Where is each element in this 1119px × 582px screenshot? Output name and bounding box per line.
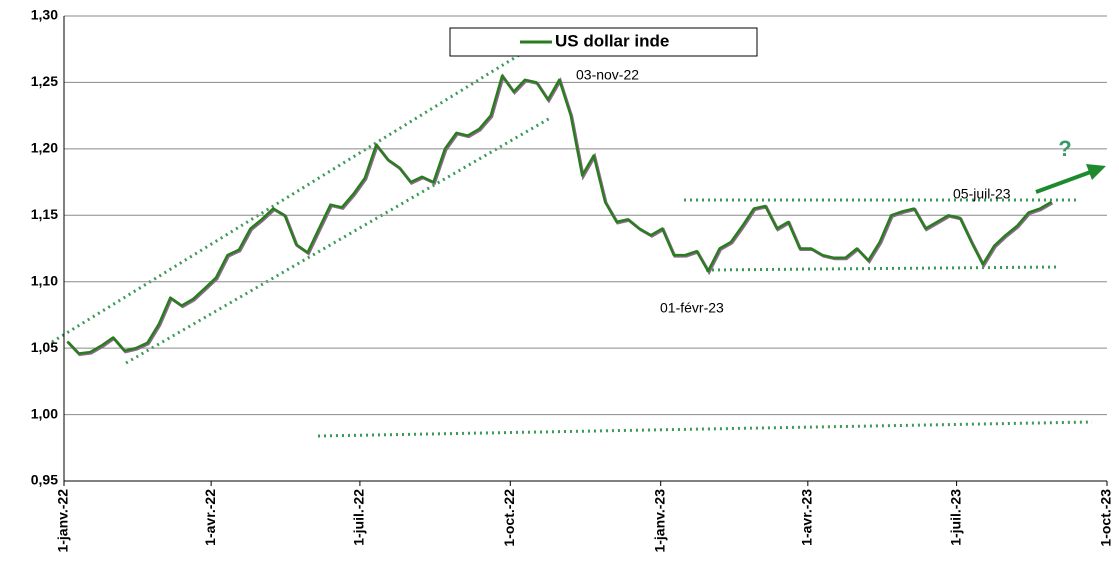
y-tick-label: 1,30 (31, 7, 58, 23)
annotation: 05-juil-23 (953, 186, 1011, 202)
channel-lower (125, 115, 553, 365)
long-trend (317, 420, 1093, 438)
x-tick-label: 1-avr.-22 (202, 489, 218, 546)
annotation: 01-févr-23 (660, 300, 724, 316)
y-tick-label: 0,95 (31, 472, 58, 488)
arrow-shaft (1035, 168, 1097, 194)
y-tick-label: 1,10 (31, 272, 58, 288)
y-tick-label: 1,00 (31, 405, 58, 421)
annotation: ? (1058, 136, 1071, 161)
x-tick-label: 1-juil.-22 (351, 489, 367, 546)
series-line (66, 74, 1053, 355)
x-tick-label: 1-janv.-23 (651, 489, 667, 553)
x-tick-label: 1-avr.-23 (799, 489, 815, 546)
arrow-head (1086, 164, 1106, 180)
y-tick-label: 1,05 (31, 339, 58, 355)
x-tick-label: 1-juil.-23 (947, 489, 963, 546)
y-tick-label: 1,15 (31, 206, 58, 222)
x-tick-label: 1-oct.-22 (501, 489, 517, 547)
channel-upper (51, 42, 538, 344)
trend-lines (51, 42, 1093, 438)
x-tick-label: 1-oct.-23 (1098, 489, 1114, 547)
x-tick-label: 1-janv.-22 (55, 489, 71, 553)
y-tick-label: 1,20 (31, 140, 58, 156)
legend-label: US dollar inde (555, 31, 669, 50)
annotation: 03-nov-22 (576, 67, 639, 83)
range-lower (705, 265, 1059, 272)
y-tick-label: 1,25 (31, 73, 58, 89)
arrow (1035, 164, 1106, 194)
legend-box (449, 27, 758, 57)
